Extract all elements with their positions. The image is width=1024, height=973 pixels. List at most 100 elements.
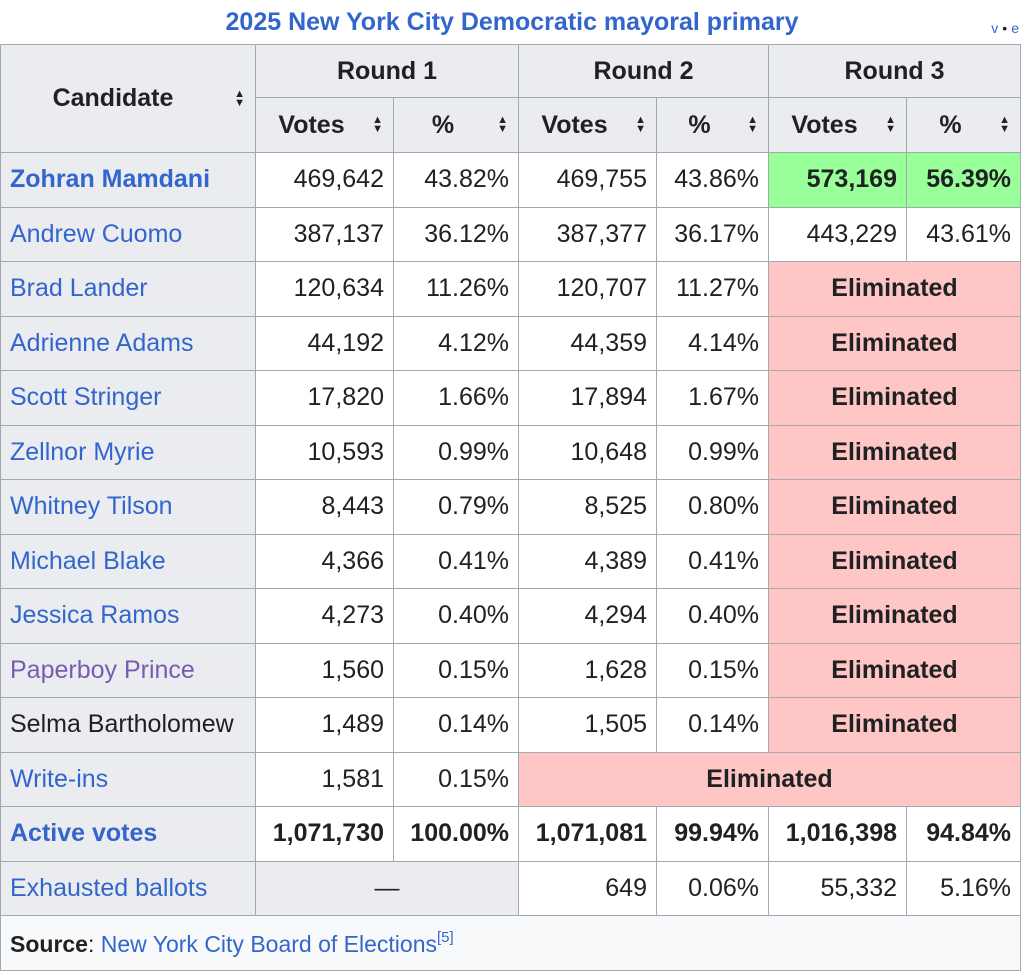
candidate-name[interactable]: Zohran Mamdani	[0, 152, 256, 208]
header-sub-label: Votes	[278, 110, 345, 139]
cell-active-r2-pct: 99.94%	[656, 806, 769, 862]
cell-r2-pct: 43.86%	[656, 152, 769, 208]
candidate-name[interactable]: Michael Blake	[0, 533, 256, 589]
cell-r2-pct: 0.99%	[656, 424, 769, 480]
candidate-name[interactable]: Adrienne Adams	[0, 315, 256, 371]
cell-r2-pct: 11.27%	[656, 261, 769, 317]
cell-r1-votes: 1,489	[255, 697, 394, 753]
table-row: Zohran Mamdani 469,642 43.82% 469,755 43.86%…	[0, 152, 1021, 208]
candidate-name[interactable]: Whitney Tilson	[0, 479, 256, 535]
header-round-2: Round 2	[518, 44, 769, 98]
view-template-link[interactable]: v	[991, 20, 1000, 36]
cell-r1-votes: 8,443	[255, 479, 394, 535]
table-row: Andrew Cuomo 387,137 36.12% 387,377 36.17% 44…	[0, 206, 1021, 262]
cell-exhausted-r2-votes: 649	[518, 860, 657, 916]
header-sub-label: %	[431, 110, 455, 139]
cell-r1-pct: 43.82%	[393, 152, 519, 208]
cell-r2-votes: 1,628	[518, 642, 657, 698]
cell-r1-pct: 0.15%	[393, 751, 519, 807]
reference-link[interactable]: [5]	[436, 928, 454, 946]
table-row: Adrienne Adams 44,192 4.12% 44,359 4.14% Elim…	[0, 315, 1021, 371]
candidate-name[interactable]: Andrew Cuomo	[0, 206, 256, 262]
sort-icon[interactable]: ▲ ▼	[497, 114, 508, 135]
header-sub-votes-r1[interactable]: Votes ▲ ▼	[255, 97, 394, 153]
header-round-3: Round 3	[768, 44, 1021, 98]
candidate-name[interactable]: Brad Lander	[0, 261, 256, 317]
eliminated-badge: Eliminated	[768, 370, 1021, 426]
header-sub-pct-r2[interactable]: % ▲ ▼	[656, 97, 769, 153]
edit-template-link[interactable]: e	[1011, 20, 1020, 36]
cell-exhausted-r1: —	[255, 860, 519, 916]
navbox-links: v • e	[991, 6, 1020, 50]
sort-icon[interactable]: ▲ ▼	[635, 114, 646, 135]
candidate-name[interactable]: Jessica Ramos	[0, 588, 256, 644]
table-caption: 2025 New York City Democratic mayoral pr…	[0, 0, 1024, 44]
cell-active-r1-pct: 100.00%	[393, 806, 519, 862]
source-cell: Source: New York City Board of Elections…	[0, 915, 1021, 971]
header-sub-pct-r1[interactable]: % ▲ ▼	[393, 97, 519, 153]
candidate-name[interactable]: Scott Stringer	[0, 370, 256, 426]
cell-r2-pct: 36.17%	[656, 206, 769, 262]
cell-active-r3-pct: 94.84%	[906, 806, 1021, 862]
header-candidate-label: Candidate	[52, 84, 174, 112]
table-row: Brad Lander 120,634 11.26% 120,707 11.27% Eli…	[0, 261, 1021, 317]
cell-exhausted-r3-pct: 5.16%	[906, 860, 1021, 916]
table-row: Zellnor Myrie 10,593 0.99% 10,648 0.99% Elimi…	[0, 424, 1021, 480]
eliminated-badge: Eliminated	[768, 424, 1021, 480]
candidate-name: Selma Bartholomew	[0, 697, 256, 753]
cell-exhausted-r3-votes: 55,332	[768, 860, 907, 916]
cell-r1-pct: 0.99%	[393, 424, 519, 480]
header-candidate[interactable]: Candidate ▲ ▼	[0, 44, 256, 153]
cell-active-r3-votes: 1,016,398	[768, 806, 907, 862]
table-row: Jessica Ramos 4,273 0.40% 4,294 0.40% Elimina…	[0, 588, 1021, 644]
cell-r2-votes: 8,525	[518, 479, 657, 535]
cell-r2-votes: 1,505	[518, 697, 657, 753]
source-row: Source: New York City Board of Elections…	[0, 915, 1021, 971]
separator-dot: •	[1002, 20, 1009, 36]
candidate-name[interactable]: Paperboy Prince	[0, 642, 256, 698]
cell-r1-votes: 44,192	[255, 315, 394, 371]
eliminated-badge: Eliminated	[768, 261, 1021, 317]
header-sub-votes-r2[interactable]: Votes ▲ ▼	[518, 97, 657, 153]
results-table: Candidate ▲ ▼ Round 1 Round 2 Round 3 Vot…	[0, 44, 1021, 971]
cell-r2-votes: 10,648	[518, 424, 657, 480]
cell-r1-pct: 0.15%	[393, 642, 519, 698]
cell-r1-votes: 387,137	[255, 206, 394, 262]
cell-r1-pct: 0.40%	[393, 588, 519, 644]
header-sub-votes-r3[interactable]: Votes ▲ ▼	[768, 97, 907, 153]
cell-r1-votes: 1,581	[255, 751, 394, 807]
candidate-name[interactable]: Write-ins	[0, 751, 256, 807]
cell-r1-pct: 4.12%	[393, 315, 519, 371]
cell-r2-pct: 0.15%	[656, 642, 769, 698]
sort-icon[interactable]: ▲ ▼	[234, 87, 245, 109]
cell-r2-votes: 17,894	[518, 370, 657, 426]
cell-r1-pct: 0.41%	[393, 533, 519, 589]
cell-r2-pct: 0.40%	[656, 588, 769, 644]
cell-r3-pct: 56.39%	[906, 152, 1021, 208]
exhausted-ballots-row: Exhausted ballots — 649 0.06% 55,332 5.1…	[0, 860, 1021, 916]
table-row: Write-ins 1,581 0.15% Eliminated	[0, 751, 1021, 807]
cell-r1-pct: 11.26%	[393, 261, 519, 317]
candidate-name[interactable]: Zellnor Myrie	[0, 424, 256, 480]
header-sub-pct-r3[interactable]: % ▲ ▼	[906, 97, 1021, 153]
cell-r3-votes: 573,169	[768, 152, 907, 208]
exhausted-ballots-label[interactable]: Exhausted ballots	[0, 860, 256, 916]
source-label: Source	[10, 930, 88, 957]
sort-icon[interactable]: ▲ ▼	[885, 114, 896, 135]
active-votes-row: Active votes 1,071,730 100.00% 1,071,081…	[0, 806, 1021, 862]
table-title: 2025 New York City Democratic mayoral pr…	[225, 8, 799, 36]
sort-icon[interactable]: ▲ ▼	[999, 114, 1010, 135]
sort-icon[interactable]: ▲ ▼	[372, 114, 383, 135]
eliminated-badge: Eliminated	[518, 751, 1021, 807]
table-row: Selma Bartholomew 1,489 0.14% 1,505 0.14% Eli…	[0, 697, 1021, 753]
eliminated-badge: Eliminated	[768, 697, 1021, 753]
header-sub-label: %	[688, 110, 711, 139]
source-link[interactable]: New York City Board of Elections	[100, 930, 437, 957]
cell-active-r1-votes: 1,071,730	[255, 806, 394, 862]
sort-icon[interactable]: ▲ ▼	[747, 114, 758, 135]
eliminated-badge: Eliminated	[768, 533, 1021, 589]
source-separator: :	[87, 930, 101, 957]
header-sub-label: %	[939, 110, 962, 139]
header-sub-label: Votes	[541, 110, 608, 139]
active-votes-label[interactable]: Active votes	[0, 806, 256, 862]
